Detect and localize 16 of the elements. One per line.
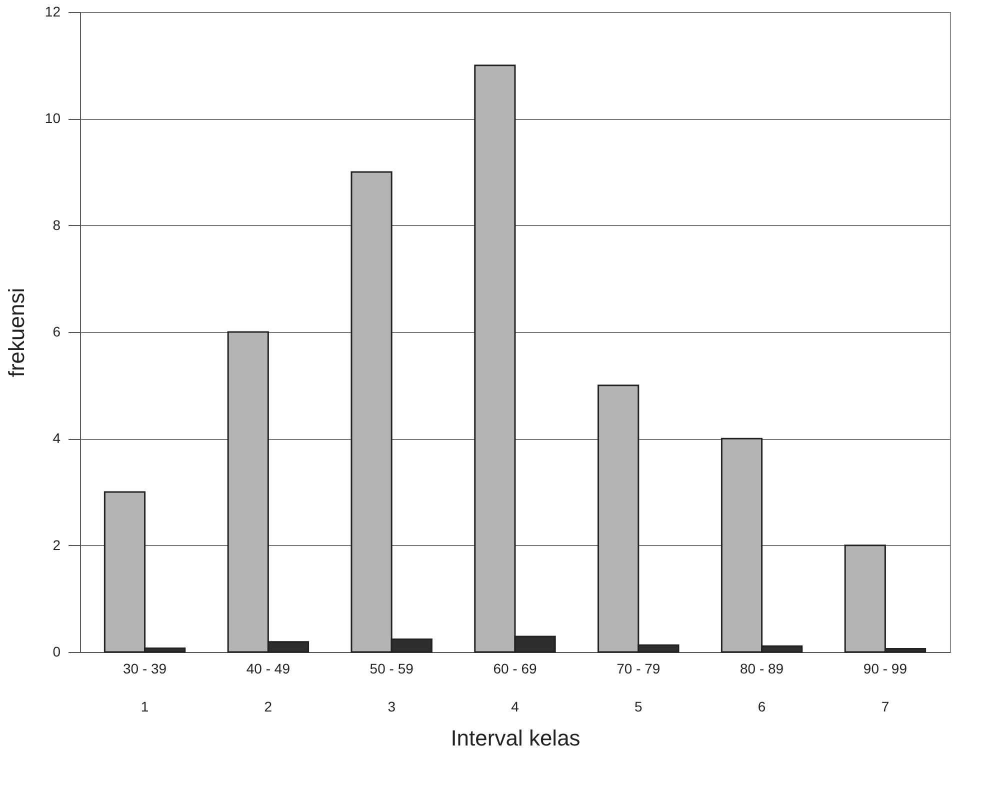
y-tick-label: 4: [52, 430, 61, 446]
category-label: 90 - 99 7: [863, 660, 908, 714]
category-label: 40 - 49 2: [246, 660, 290, 714]
y-tick-label: 6: [52, 324, 61, 340]
category-label: 30 - 39 1: [122, 660, 167, 714]
category-label: 80 - 89 6: [740, 660, 784, 714]
y-tick-label: 8: [52, 216, 61, 233]
y-axis-title: frekuensi: [4, 288, 29, 378]
y-tick-label: 0: [52, 644, 61, 660]
x-axis-title: Interval kelas: [450, 726, 580, 750]
category-label: 60 - 69 4: [493, 660, 537, 714]
y-tick-label: 12: [44, 4, 61, 20]
y-tick-label: 10: [44, 110, 61, 126]
category-label: 50 - 59 3: [370, 660, 414, 714]
category-label: 70 - 79 5: [616, 660, 660, 714]
y-tick-label: 2: [52, 536, 61, 553]
